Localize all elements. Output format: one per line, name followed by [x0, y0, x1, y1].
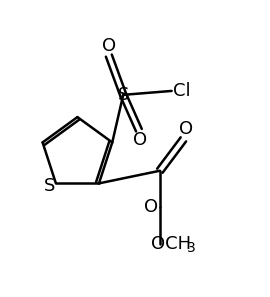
Text: O: O	[179, 120, 193, 138]
Text: Cl: Cl	[173, 82, 191, 100]
Text: 3: 3	[187, 241, 196, 255]
Text: OCH: OCH	[151, 235, 191, 253]
Text: O: O	[102, 37, 116, 55]
Text: O: O	[144, 198, 158, 217]
Text: S: S	[44, 177, 55, 195]
Text: O: O	[133, 131, 147, 149]
Text: S: S	[117, 86, 129, 104]
